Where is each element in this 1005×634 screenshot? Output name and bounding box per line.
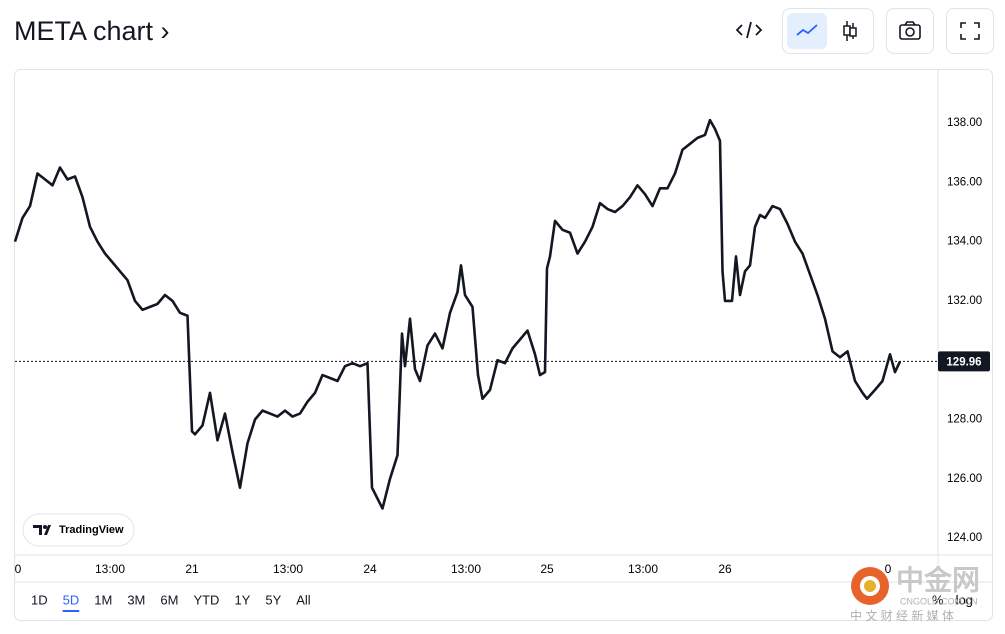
watermark-name: 中金网 <box>896 566 980 595</box>
branding-text: TradingView <box>59 524 124 536</box>
last-price-label: 129.96 <box>946 356 981 368</box>
y-tick-label: 128.00 <box>947 414 982 426</box>
chart-type-group <box>782 8 874 54</box>
icon <box>735 21 763 39</box>
scale-option[interactable]: % <box>932 592 944 607</box>
range-button[interactable]: 1Y <box>234 592 250 607</box>
range-button[interactable]: All <box>296 592 311 607</box>
range-button[interactable]: 5Y <box>265 592 281 607</box>
scale-option[interactable]: log <box>956 592 973 607</box>
range-button[interactable]: 6M <box>160 592 178 607</box>
title[interactable]: META chart › <box>14 16 170 46</box>
snapshot-button[interactable] <box>886 8 934 54</box>
x-tick-label: 26 <box>718 562 732 576</box>
x-tick-label: 13:00 <box>451 562 481 576</box>
x-tick-label: 0 <box>15 562 22 576</box>
x-tick-label: 13:00 <box>273 562 303 576</box>
x-tick-label: 0 <box>885 562 892 576</box>
x-tick-label: 25 <box>540 562 554 576</box>
y-tick-label: 138.00 <box>947 117 982 129</box>
y-tick-label: 134.00 <box>947 236 982 248</box>
last-price-box <box>938 351 990 372</box>
watermark-domain: CNGOLD.COM.CN <box>900 596 978 606</box>
range-button[interactable]: 3M <box>127 592 145 607</box>
watermark-slogan: 中 文 财 经 新 媒 体 <box>850 608 954 623</box>
icon <box>787 13 857 49</box>
branding-badge[interactable]: TradingView <box>22 513 135 547</box>
y-tick-label: 136.00 <box>947 176 982 188</box>
y-tick-label: 124.00 <box>947 532 982 544</box>
x-tick-label: 13:00 <box>628 562 658 576</box>
range-button[interactable]: 1M <box>94 592 112 607</box>
price-line <box>13 118 902 510</box>
fullscreen-button[interactable] <box>946 8 994 54</box>
y-tick-label: 132.00 <box>947 295 982 307</box>
watermark: 中金网 CNGOLD.COM.CN 中 文 财 经 新 媒 体 <box>850 566 980 623</box>
range-button[interactable]: 1D <box>31 592 48 607</box>
range-button[interactable]: YTD <box>193 592 219 607</box>
icon <box>960 22 980 40</box>
chart-frame <box>14 69 993 621</box>
y-tick-label: 126.00 <box>947 473 982 485</box>
x-tick-label: 21 <box>185 562 199 576</box>
x-tick-label: 13:00 <box>95 562 125 576</box>
range-button[interactable]: 5D <box>63 592 80 607</box>
icon <box>899 21 921 40</box>
embed-button[interactable] <box>727 8 771 52</box>
x-tick-label: 24 <box>363 562 377 576</box>
